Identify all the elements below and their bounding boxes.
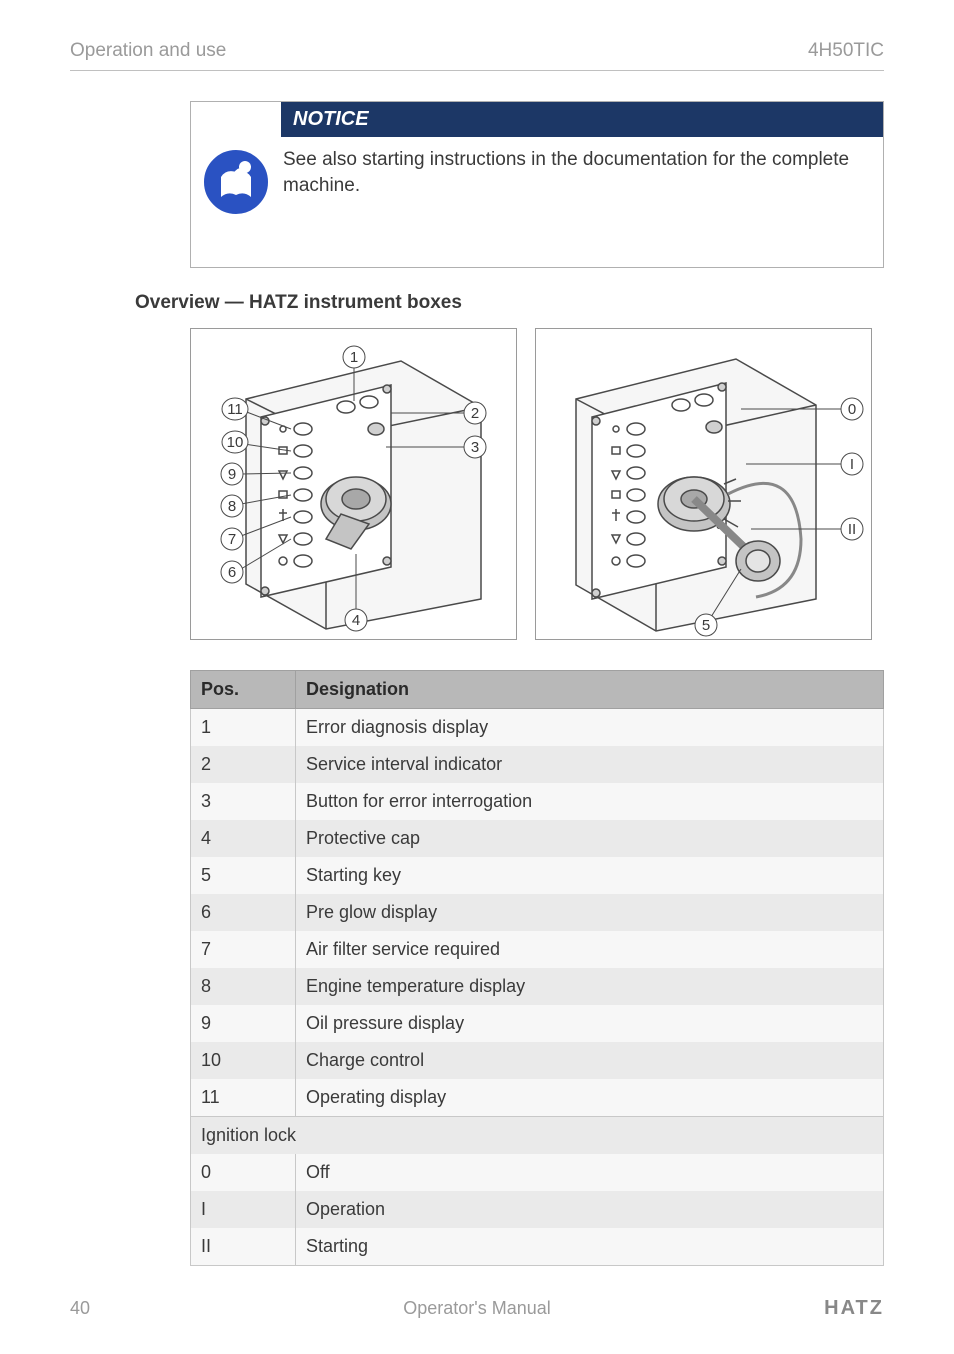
cell-designation: Air filter service required (296, 931, 884, 968)
callout-9: 9 (228, 466, 236, 483)
table-row: 6Pre glow display (191, 894, 884, 931)
notice-bar: NOTICE (281, 102, 883, 137)
cell-pos: I (191, 1191, 296, 1228)
table-row: 8Engine temperature display (191, 968, 884, 1005)
th-pos: Pos. (191, 671, 296, 709)
table-section-row: Ignition lock (191, 1117, 884, 1155)
table-row: 0Off (191, 1154, 884, 1191)
cell-pos: 10 (191, 1042, 296, 1079)
th-designation: Designation (296, 671, 884, 709)
designation-table: Pos. Designation 1Error diagnosis displa… (190, 670, 884, 1266)
footer-center: Operator's Manual (70, 1298, 884, 1319)
figure-right: 0 (535, 328, 872, 640)
cell-pos: 0 (191, 1154, 296, 1191)
table-row: IIStarting (191, 1228, 884, 1266)
callout-1: 1 (350, 349, 358, 366)
callout-I: I (850, 456, 854, 473)
notice-body: See also starting instructions in the do… (191, 137, 883, 267)
notice-box: NOTICE See also starting instructions in… (190, 101, 884, 268)
section-label: Ignition lock (191, 1117, 884, 1155)
callout-2: 2 (471, 405, 479, 422)
page-footer: 40 Operator's Manual HATZ (70, 1297, 884, 1320)
content: NOTICE See also starting instructions in… (190, 101, 884, 1266)
callout-5: 5 (702, 617, 710, 634)
page-header: Operation and use 4H50TIC (70, 40, 884, 71)
cell-pos: 1 (191, 709, 296, 747)
cell-designation: Protective cap (296, 820, 884, 857)
cell-pos: II (191, 1228, 296, 1266)
cell-pos: 5 (191, 857, 296, 894)
table-row: IOperation (191, 1191, 884, 1228)
table-row: 10Charge control (191, 1042, 884, 1079)
cell-designation: Starting (296, 1228, 884, 1266)
cell-designation: Oil pressure display (296, 1005, 884, 1042)
header-right: 4H50TIC (808, 40, 884, 62)
callout-10: 10 (227, 434, 244, 451)
figures-row: 1 2 3 4 (190, 328, 884, 640)
header-left: Operation and use (70, 40, 226, 62)
callout-3: 3 (471, 439, 479, 456)
figure-left: 1 2 3 4 (190, 328, 517, 640)
page: Operation and use 4H50TIC NOTICE See als… (0, 0, 954, 1354)
cell-designation: Error diagnosis display (296, 709, 884, 747)
cell-pos: 9 (191, 1005, 296, 1042)
table-row: 5Starting key (191, 857, 884, 894)
cell-pos: 2 (191, 746, 296, 783)
table-row: 7Air filter service required (191, 931, 884, 968)
cell-designation: Button for error interrogation (296, 783, 884, 820)
cell-pos: 4 (191, 820, 296, 857)
read-manual-icon (201, 147, 271, 217)
cell-designation: Starting key (296, 857, 884, 894)
cell-designation: Engine temperature display (296, 968, 884, 1005)
callout-8: 8 (228, 498, 236, 515)
cell-pos: 6 (191, 894, 296, 931)
cell-pos: 3 (191, 783, 296, 820)
cell-designation: Charge control (296, 1042, 884, 1079)
callout-6: 6 (228, 564, 236, 581)
table-row: 4Protective cap (191, 820, 884, 857)
cell-designation: Pre glow display (296, 894, 884, 931)
section-title: Overview — HATZ instrument boxes (135, 292, 884, 314)
callout-7: 7 (228, 531, 236, 548)
callout-0: 0 (848, 401, 856, 418)
notice-text: See also starting instructions in the do… (283, 147, 869, 198)
cell-designation: Service interval indicator (296, 746, 884, 783)
cell-pos: 11 (191, 1079, 296, 1117)
table-row: 9Oil pressure display (191, 1005, 884, 1042)
cell-designation: Operation (296, 1191, 884, 1228)
callout-II: II (848, 521, 856, 538)
cell-designation: Operating display (296, 1079, 884, 1117)
table-row: 1Error diagnosis display (191, 709, 884, 747)
callout-11: 11 (227, 401, 243, 418)
table-row: 11Operating display (191, 1079, 884, 1117)
callout-4: 4 (352, 612, 360, 629)
table-row: 3Button for error interrogation (191, 783, 884, 820)
table-row: 2Service interval indicator (191, 746, 884, 783)
cell-pos: 8 (191, 968, 296, 1005)
cell-pos: 7 (191, 931, 296, 968)
cell-designation: Off (296, 1154, 884, 1191)
